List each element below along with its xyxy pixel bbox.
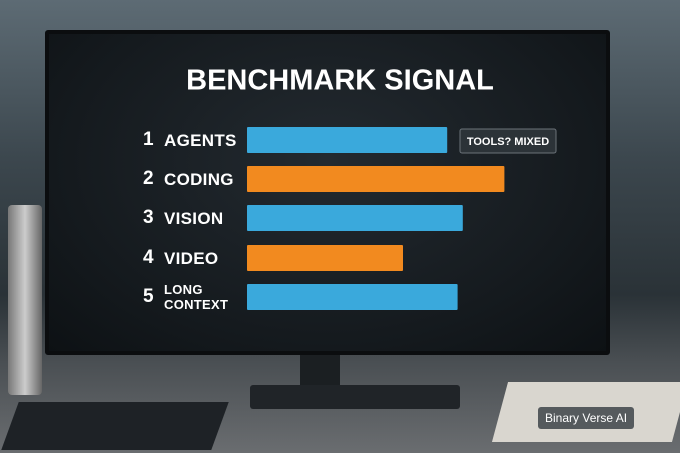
category-label: AGENTS bbox=[164, 130, 237, 150]
rank-label: 1 bbox=[143, 129, 154, 150]
bar bbox=[247, 245, 403, 271]
bar bbox=[247, 284, 458, 310]
desk-lamp bbox=[8, 205, 42, 395]
annotation-box bbox=[459, 128, 557, 154]
rank-label: 3 bbox=[143, 207, 154, 228]
bar bbox=[247, 166, 505, 192]
annotation: TOOLS? MIXED bbox=[467, 136, 549, 148]
chart-title: BENCHMARK SIGNAL bbox=[186, 65, 494, 97]
category-label: CODING bbox=[164, 169, 234, 189]
category-label: VISION bbox=[164, 208, 224, 228]
bar bbox=[247, 205, 463, 231]
bar bbox=[247, 127, 448, 153]
monitor-base bbox=[250, 385, 460, 409]
category-label: LONG CONTEXT bbox=[164, 282, 229, 312]
watermark: Binary Verse AI bbox=[538, 407, 635, 429]
rank-label: 2 bbox=[143, 168, 154, 189]
category-label: VIDEO bbox=[164, 248, 219, 268]
rank-label: 5 bbox=[143, 286, 154, 307]
monitor-stand bbox=[300, 355, 340, 390]
rank-label: 4 bbox=[143, 247, 154, 268]
